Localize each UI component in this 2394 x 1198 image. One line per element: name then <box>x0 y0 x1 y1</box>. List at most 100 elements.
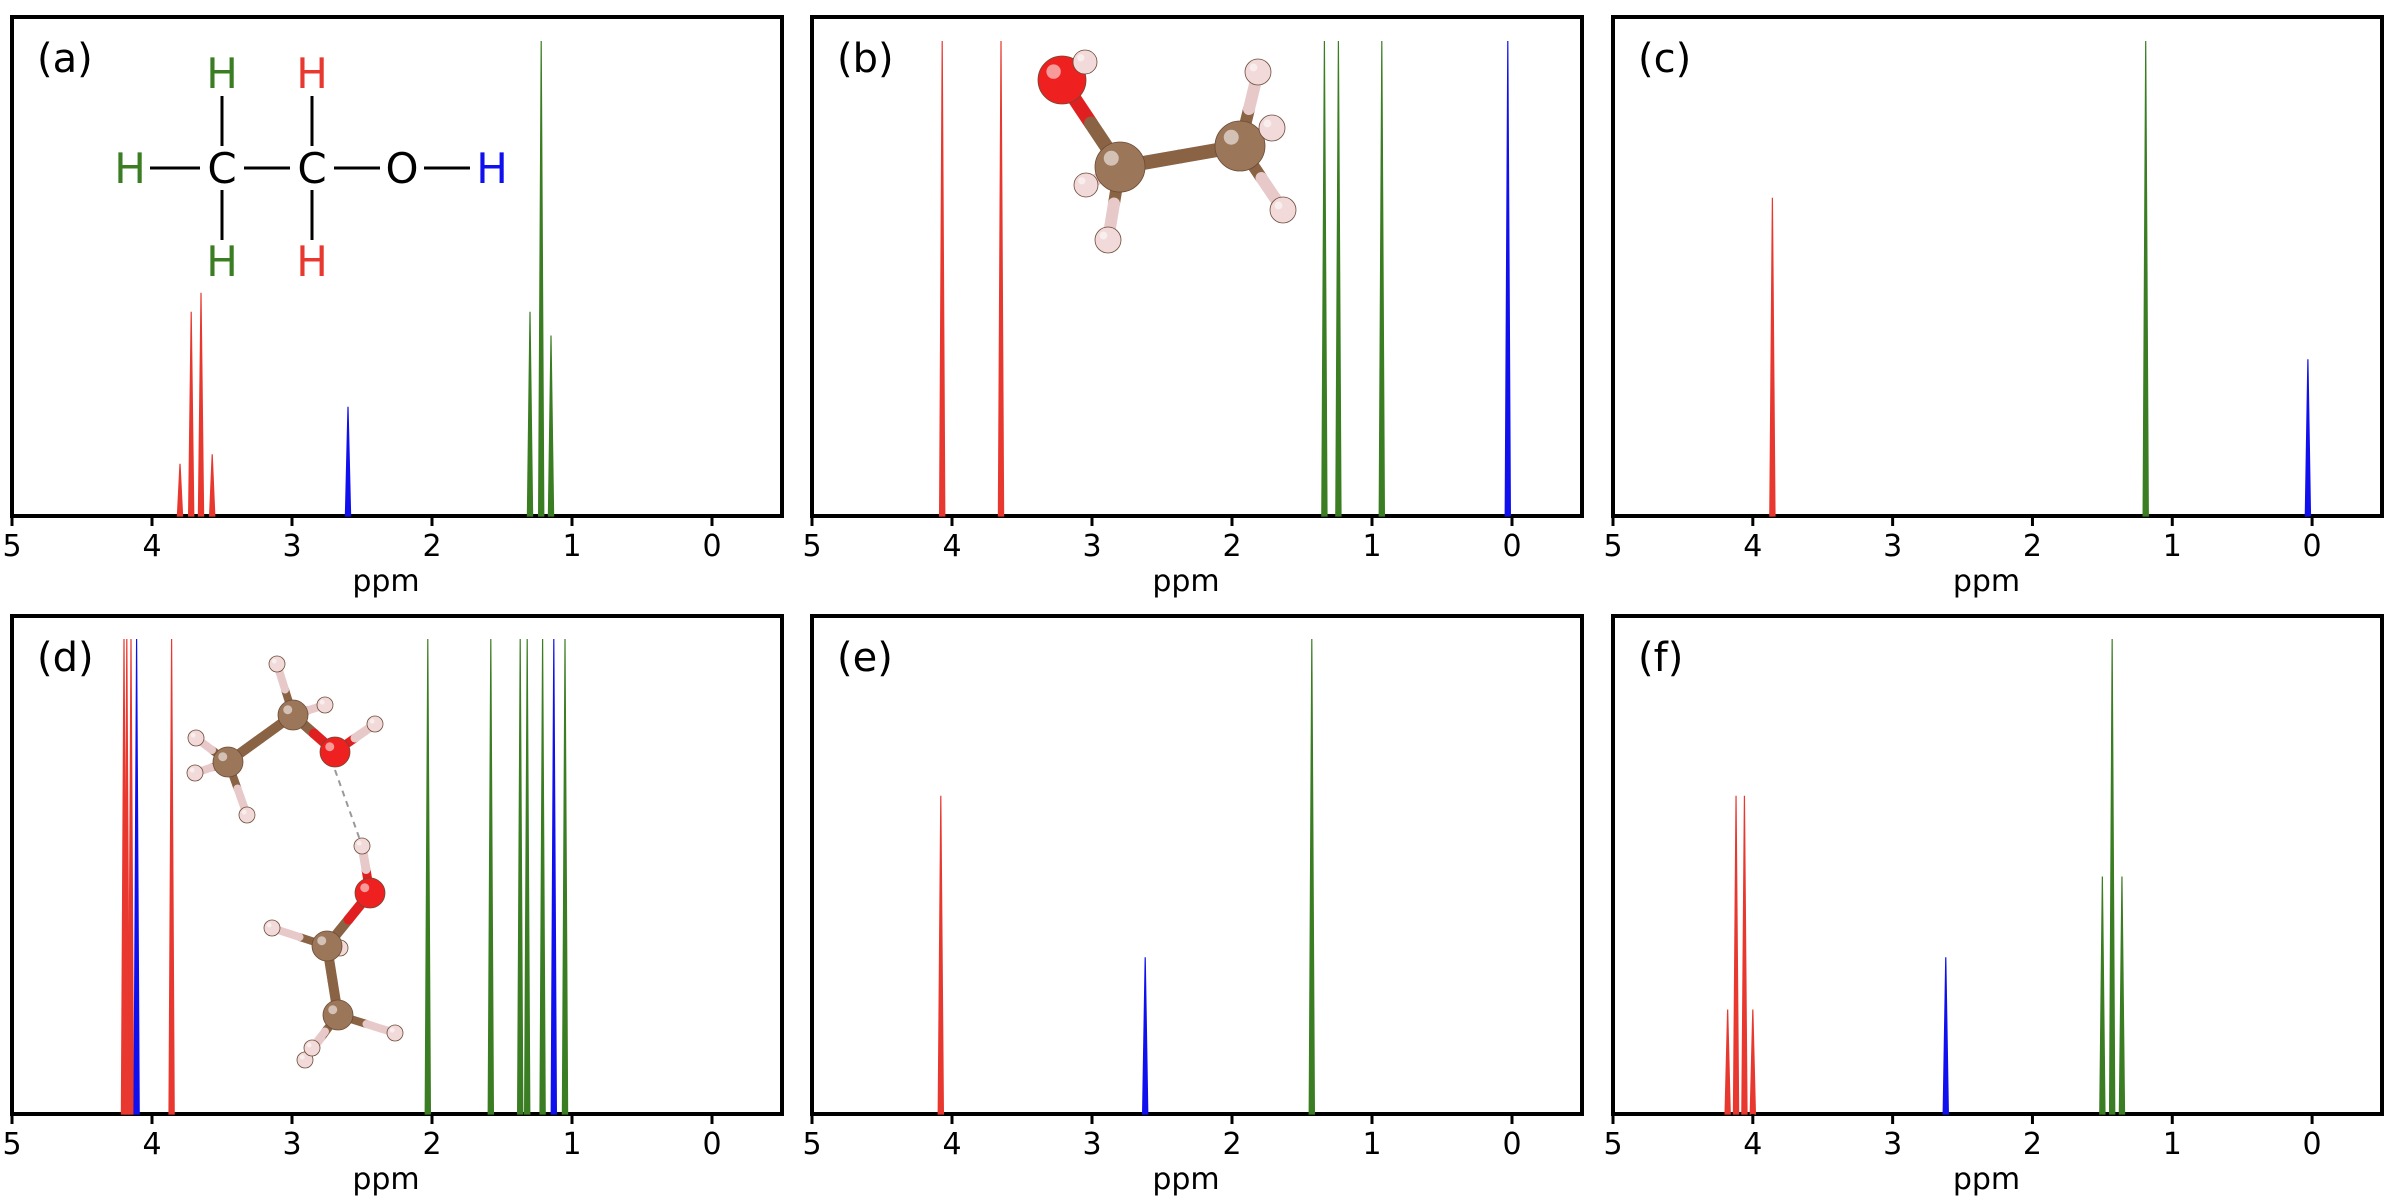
plot-frame <box>1611 614 2384 1116</box>
hydrogen-atom <box>186 764 204 782</box>
x-tick-label: 3 <box>1082 1127 1101 1162</box>
peak-oh <box>1141 957 1149 1115</box>
hydrogen-atom <box>1073 172 1099 198</box>
peak-oh <box>2304 359 2312 517</box>
hydrogen-atom <box>353 837 371 855</box>
plot-frame <box>810 614 1584 1116</box>
highlight <box>1077 54 1085 62</box>
peak-ch3 <box>516 638 524 1115</box>
hydrogen-atom <box>1094 226 1122 254</box>
x-tick-label: 5 <box>802 529 821 564</box>
atom-h-methylene: H <box>296 237 328 286</box>
peak-ch2 <box>1732 795 1740 1115</box>
x-tick-label: 3 <box>1082 529 1101 564</box>
x-tick-label: 0 <box>702 1127 721 1162</box>
highlight <box>1046 64 1061 79</box>
peak-ch2 <box>1769 197 1776 517</box>
peak-ch3 <box>547 335 555 517</box>
plot-frame <box>10 614 784 1116</box>
peak-ch3 <box>1308 638 1316 1115</box>
atom-h-methyl: H <box>206 237 238 286</box>
peak-oh <box>550 638 558 1115</box>
plot-frame <box>810 15 1584 518</box>
peak-ch2 <box>123 638 131 1115</box>
x-axis-label: ppm <box>1953 564 2020 599</box>
highlight <box>389 1027 395 1033</box>
peak-ch2 <box>127 638 135 1115</box>
plot-frame <box>1611 15 2384 518</box>
highlight <box>283 705 293 715</box>
hydrogen-atom <box>366 715 384 733</box>
peak-ch2 <box>1741 795 1748 1115</box>
carbon-atom <box>322 999 354 1031</box>
panel-d: 5 4 3 2 1 0 ppm (d) <box>2 614 784 1197</box>
x-tick-label: 5 <box>1603 1127 1622 1162</box>
carbon-atom <box>212 746 244 778</box>
peak-ch2 <box>176 463 184 517</box>
molecule-inset-b <box>1037 49 1297 254</box>
panel-b: 5 4 3 2 1 0 ppm (b) <box>802 15 1584 599</box>
hydrogen-bond <box>334 769 361 841</box>
x-tick-label: 4 <box>1743 1127 1762 1162</box>
x-tick-label: 4 <box>142 529 161 564</box>
x-tick-label: 3 <box>1883 1127 1902 1162</box>
peak-ch2 <box>168 638 175 1115</box>
peak-ch3 <box>2142 40 2149 517</box>
hydrogen-atom <box>386 1024 404 1042</box>
panel-label: (e) <box>837 635 893 681</box>
peak-oh <box>1504 40 1512 517</box>
highlight <box>218 752 228 762</box>
peak-ch2 <box>937 795 945 1115</box>
panel-a: 5 4 3 2 1 0 ppm (a) <box>2 15 784 599</box>
carbon-atom <box>1214 120 1266 172</box>
x-axis-label: ppm <box>1152 564 1219 599</box>
peak-ch3 <box>487 638 495 1115</box>
x-tick-label: 2 <box>1222 1127 1241 1162</box>
highlight <box>190 732 196 738</box>
highlight <box>1103 150 1119 166</box>
peak-ch3 <box>2118 876 2126 1115</box>
highlight <box>356 840 362 846</box>
peak-oh <box>344 406 352 517</box>
panel-label: (d) <box>37 635 94 681</box>
x-tick-label: 0 <box>1502 1127 1521 1162</box>
x-tick-label: 5 <box>2 529 21 564</box>
x-tick-label: 2 <box>2023 1127 2042 1162</box>
x-axis-label: ppm <box>352 1162 419 1197</box>
x-tick-label: 0 <box>702 529 721 564</box>
peak-oh <box>133 638 140 1115</box>
peak-ch3 <box>2099 876 2106 1115</box>
peak-ch3 <box>539 638 546 1115</box>
hydrogen-atom <box>316 696 334 714</box>
panel-label: (c) <box>1638 36 1691 82</box>
highlight <box>1263 119 1272 128</box>
atom-h-methyl: H <box>114 144 146 193</box>
hydrogen-atom <box>1258 114 1286 142</box>
highlight <box>306 1042 312 1048</box>
x-tick-label: 5 <box>802 1127 821 1162</box>
peak-ch3 <box>1335 40 1342 517</box>
atom-h-hydroxyl: H <box>476 144 508 193</box>
highlight <box>271 658 277 664</box>
x-tick-label: 4 <box>942 529 961 564</box>
x-tick-label: 2 <box>1222 529 1241 564</box>
highlight <box>1223 129 1239 145</box>
x-tick-label: 1 <box>1362 529 1381 564</box>
peak-ch3 <box>424 638 432 1115</box>
x-tick-label: 1 <box>2163 529 2182 564</box>
hydrogen-atom <box>263 919 281 937</box>
peak-ch3 <box>526 311 534 517</box>
highlight <box>1078 177 1086 185</box>
x-tick-label: 1 <box>562 1127 581 1162</box>
peak-ch3 <box>1321 40 1328 517</box>
peak-ch3 <box>2108 638 2116 1115</box>
oxygen-atom <box>354 877 386 909</box>
peak-ch2 <box>1749 1009 1757 1115</box>
x-axis-label: ppm <box>1152 1162 1219 1197</box>
hydrogen-atom <box>187 729 205 747</box>
highlight <box>1274 201 1283 210</box>
x-tick-label: 0 <box>2303 1127 2322 1162</box>
x-tick-label: 5 <box>2 1127 21 1162</box>
